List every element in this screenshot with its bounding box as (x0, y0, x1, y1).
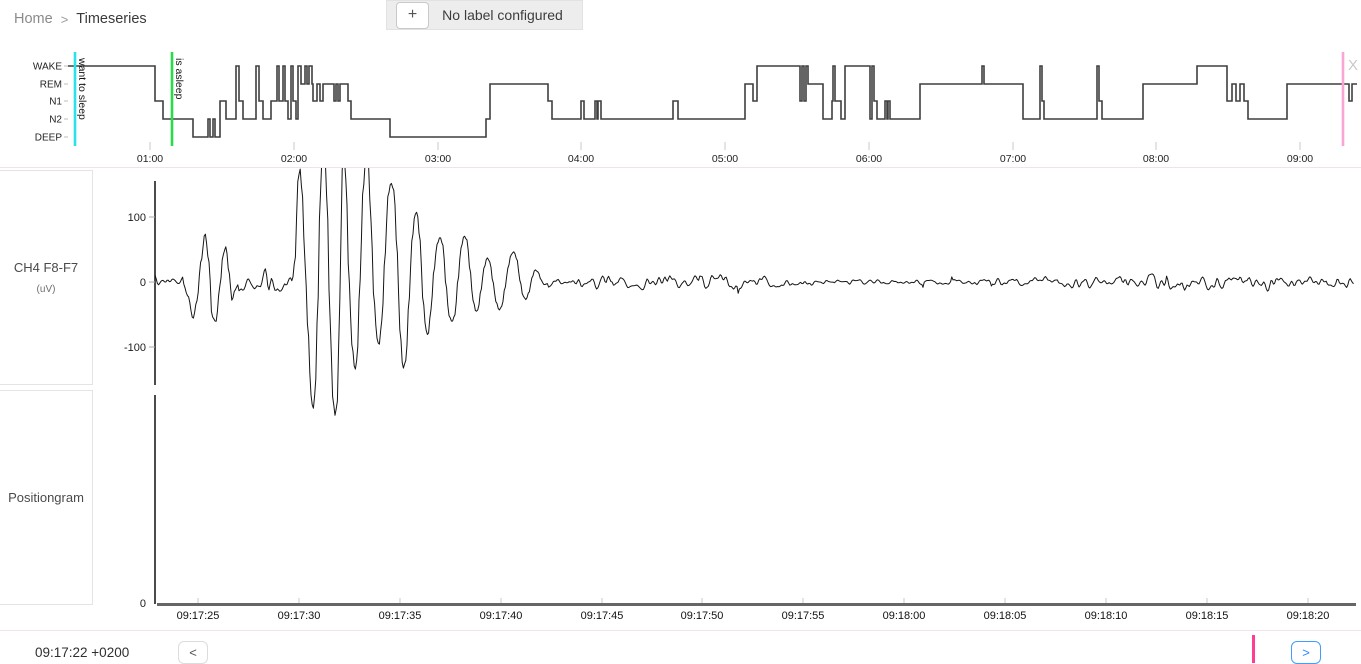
previous-page-button[interactable]: < (178, 641, 208, 664)
footer-bar (0, 630, 1361, 663)
hour-tick-label: 03:00 (425, 153, 451, 165)
plus-icon[interactable]: + (396, 1, 429, 29)
breadcrumb: Home > Timeseries (14, 11, 147, 27)
is-asleep-marker[interactable] (170, 52, 174, 146)
time-tick-label: 09:17:35 (379, 610, 422, 622)
stage-label-wake: WAKE (33, 62, 62, 73)
hour-tick-label: 07:00 (1000, 153, 1026, 165)
eeg-signal-line (154, 168, 1354, 416)
time-tick-label: 09:18:00 (883, 610, 926, 622)
signal-channel-panel: CH4 F8-F7 (uV) (0, 170, 93, 385)
hour-tick-label: 09:00 (1287, 153, 1313, 165)
hour-tick-label: 06:00 (856, 153, 882, 165)
time-tick-label: 09:17:25 (177, 610, 220, 622)
hour-tick-label: 08:00 (1143, 153, 1169, 165)
hour-tick-label: 01:00 (137, 153, 163, 165)
hypnogram-step-line (68, 65, 1357, 138)
time-tick-label: 09:18:05 (984, 610, 1027, 622)
label-button-text: No label configured (442, 7, 563, 23)
time-tick-label: 09:17:30 (278, 610, 321, 622)
stage-label-n2: N2 (49, 115, 62, 126)
time-tick-label: 09:18:10 (1085, 610, 1128, 622)
header: Home > Timeseries + No label configured (0, 0, 1361, 45)
channel-unit: (uV) (36, 284, 56, 295)
channel-name: CH4 F8-F7 (13, 260, 79, 275)
hour-tick-label: 04:00 (568, 153, 594, 165)
positiongram-panel: Positiongram (0, 390, 93, 605)
hour-tick-label: 05:00 (712, 153, 738, 165)
next-page-button[interactable]: > (1291, 641, 1321, 664)
time-tick-label: 09:17:55 (782, 610, 825, 622)
positiongram-zero-label: 0 (140, 598, 146, 610)
breadcrumb-current: Timeseries (76, 11, 147, 27)
want-to-sleep-marker-label: want to sleep (76, 57, 88, 120)
add-label-button[interactable]: + No label configured (386, 0, 583, 30)
breadcrumb-separator-icon: > (60, 11, 69, 27)
current-time-label: 09:17:22 +0200 (35, 645, 130, 660)
time-tick-label: 09:18:15 (1186, 610, 1229, 622)
timeseries-chart-area[interactable]: 100 0 -100 0 09:17:25 09:17:30 09:17:35 09:17:4… (0, 168, 1361, 630)
time-tick-label: 09:17:50 (681, 610, 724, 622)
close-icon[interactable]: X (1348, 57, 1358, 74)
is-asleep-marker-label: is asleep (173, 58, 185, 100)
time-tick-label: 09:17:40 (480, 610, 523, 622)
stage-label-deep: DEEP (35, 133, 63, 144)
hypnogram-chart[interactable]: WAKE REM N1 N2 DEEP 01:00 02:00 03:00 04:00 05:00… (0, 44, 1361, 168)
time-tick-label: 09:18:20 (1287, 610, 1330, 622)
footer-position-marker (1252, 635, 1255, 663)
time-tick-label: 09:17:45 (581, 610, 624, 622)
eeg-y-tick-label: -100 (124, 342, 146, 354)
want-to-sleep-marker[interactable] (73, 52, 77, 146)
stage-label-rem: REM (40, 80, 62, 91)
current-position-marker[interactable] (1341, 52, 1345, 146)
hour-tick-label: 02:00 (281, 153, 307, 165)
breadcrumb-home-link[interactable]: Home (14, 11, 53, 27)
eeg-y-tick-label: 100 (128, 212, 146, 224)
positiongram-label: Positiongram (8, 490, 84, 505)
stage-label-n1: N1 (49, 97, 62, 108)
eeg-y-tick-label: 0 (140, 277, 146, 289)
